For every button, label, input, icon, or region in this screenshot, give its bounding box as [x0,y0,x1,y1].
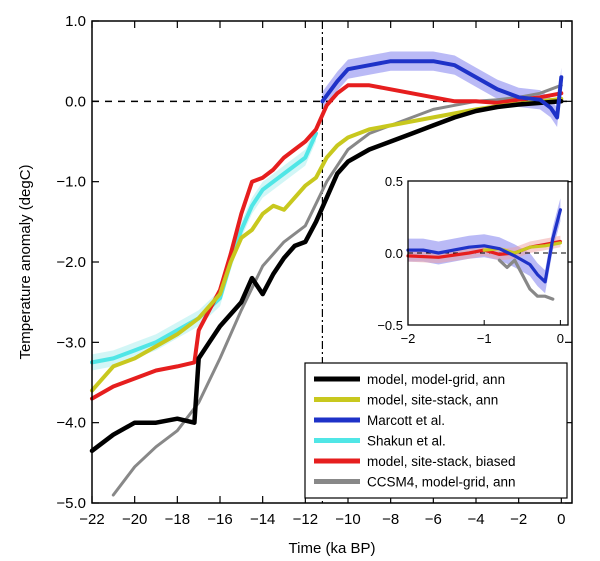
legend-label-3: Shakun et al. [367,434,446,449]
legend-label-5: CCSM4, model-grid, ann [367,475,516,490]
series-band-3 [92,125,316,371]
x-tick-label-10: −2 [510,511,527,528]
series-line-4 [90,83,564,401]
legend-box [304,362,568,499]
x-tick-label-5: −12 [293,511,318,528]
y-tick-label-0: −5.0 [56,495,86,512]
y-tick-label-2: −3.0 [56,334,86,351]
series-line-0 [89,99,564,454]
x-tick-label-6: −10 [335,511,360,528]
inset-x-tick-label-2: 0 [557,331,564,346]
x-tick-label-2: −18 [165,511,190,528]
legend: model, model-grid, ann model, site-stack,… [304,362,568,499]
x-tick-label-9: −4 [467,511,484,528]
x-tick-label-3: −16 [207,511,232,528]
inset-plot: −2 −1 0 −0.5 0.0 0.5 [377,174,569,346]
x-tick-label-11: 0 [557,511,565,528]
y-tick-label-6: 1.0 [65,13,86,30]
legend-label-0: model, model-grid, ann [367,372,505,387]
inset-y-tick-label-1: 0.0 [385,246,403,261]
legend-label-1: model, site-stack, ann [367,393,498,408]
legend-label-2: Marcott et al. [367,413,445,428]
inset-series-line-3 [497,258,555,301]
inset-x-tick-label-1: −1 [477,331,492,346]
series-band-2 [322,51,562,127]
series-line-1 [90,96,564,393]
y-tick-label-1: −4.0 [56,415,86,432]
y-tick-label-3: −2.0 [56,254,86,271]
x-tick-label-8: −6 [425,511,442,528]
x-tick-label-0: −22 [79,511,104,528]
inset-y-tick-label-0: −0.5 [377,318,403,333]
x-tick-label-7: −8 [382,511,399,528]
legend-label-4: model, site-stack, biased [367,454,516,469]
x-axis-title: Time (ka BP) [289,540,376,557]
y-tick-label-5: 0.0 [65,93,86,110]
x-tick-label-4: −14 [250,511,275,528]
inset-series-line-0 [406,208,562,284]
series-line-2 [320,59,564,120]
x-tick-label-1: −20 [122,511,147,528]
inset-x-tick-label-0: −2 [401,331,416,346]
y-tick-label-4: −1.0 [56,174,86,191]
inset-y-tick-label-2: 0.5 [385,174,403,189]
y-axis-title: Temperature anomaly (degC) [17,164,34,359]
